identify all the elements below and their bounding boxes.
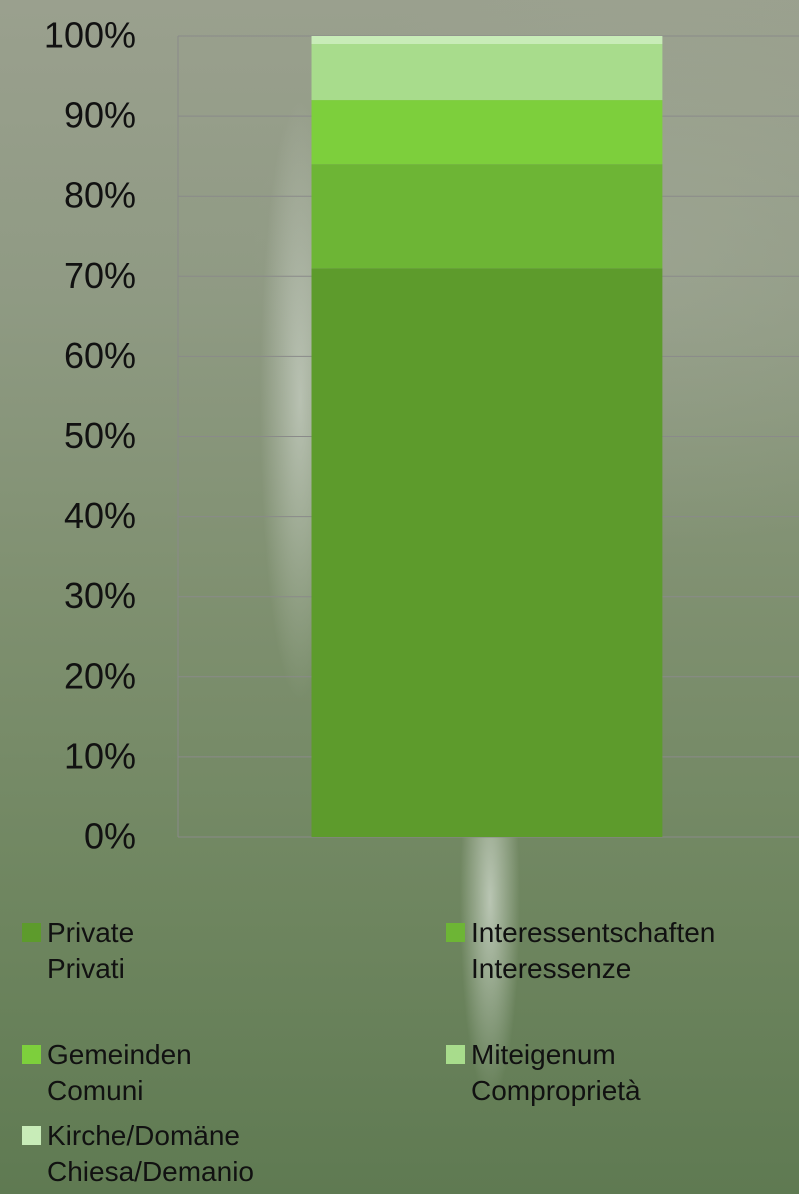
bar-segment bbox=[311, 268, 663, 837]
y-tick-label: 70% bbox=[64, 255, 136, 296]
y-tick-label: 10% bbox=[64, 735, 136, 776]
legend-swatch bbox=[22, 1126, 41, 1145]
y-tick-label: 100% bbox=[44, 15, 136, 56]
legend-swatch bbox=[446, 923, 465, 942]
y-tick-label: 80% bbox=[64, 175, 136, 216]
y-tick-label: 20% bbox=[64, 655, 136, 696]
legend-swatch bbox=[22, 1045, 41, 1064]
legend-item: Private Privati bbox=[22, 915, 134, 987]
legend-label: Interessentschaften Interessenze bbox=[471, 917, 716, 984]
legend-label: Kirche/Domäne Chiesa/Demanio bbox=[47, 1120, 254, 1187]
y-tick-label: 40% bbox=[64, 495, 136, 536]
legend-item: Kirche/Domäne Chiesa/Demanio bbox=[22, 1118, 254, 1190]
legend-item: Interessentschaften Interessenze bbox=[446, 915, 715, 987]
legend-swatch bbox=[446, 1045, 465, 1064]
legend-swatch bbox=[22, 923, 41, 942]
y-tick-label: 30% bbox=[64, 575, 136, 616]
legend-item: Gemeinden Comuni bbox=[22, 1037, 192, 1109]
legend-item: Miteigenum Comproprietà bbox=[446, 1037, 641, 1109]
legend-label: Private Privati bbox=[47, 917, 135, 984]
bar-segment bbox=[311, 164, 663, 269]
bar-segment bbox=[311, 44, 663, 101]
legend-label: Gemeinden Comuni bbox=[47, 1039, 192, 1106]
bar-segment bbox=[311, 36, 663, 45]
y-tick-label: 0% bbox=[84, 816, 136, 857]
legend-label: Miteigenum Comproprietà bbox=[471, 1039, 641, 1106]
bar-segment bbox=[311, 100, 663, 165]
y-tick-label: 90% bbox=[64, 95, 136, 136]
y-tick-label: 60% bbox=[64, 335, 136, 376]
y-tick-label: 50% bbox=[64, 415, 136, 456]
